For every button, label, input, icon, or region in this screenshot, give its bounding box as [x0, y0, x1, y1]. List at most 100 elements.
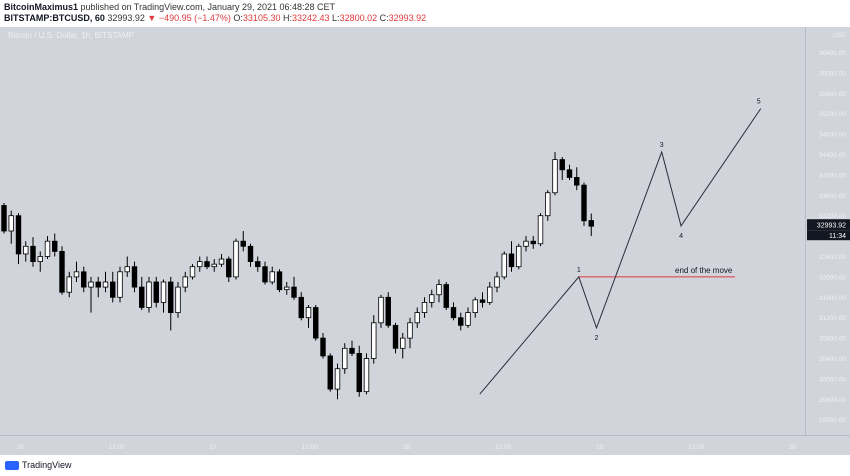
chart-header: BitcoinMaximus1 published on TradingView…	[0, 0, 850, 27]
candle-body	[472, 299, 478, 314]
candle	[247, 243, 254, 267]
price-tick-label: 36400.00	[819, 50, 846, 57]
candle	[211, 259, 217, 272]
candle	[487, 282, 493, 305]
candle-body	[356, 352, 362, 393]
publisher-name[interactable]: BitcoinMaximus1	[4, 2, 79, 12]
price-tick-label: 33600.00	[819, 193, 846, 200]
time-axis-scale[interactable]: 26 12:00 27 12:00 28 12:00 29 12:00 30	[0, 436, 805, 456]
candle	[168, 276, 174, 331]
candle	[407, 317, 413, 349]
candle	[313, 304, 319, 341]
time-axis[interactable]: 26 12:00 27 12:00 28 12:00 29 12:00 30	[0, 435, 850, 456]
price-axis[interactable]: USD 29200.00 29600.00 30000.00 30400.00 30800…	[805, 27, 850, 435]
time-tick-label: 28	[403, 444, 411, 451]
price-tick-label: 32400.00	[819, 254, 846, 261]
candle	[81, 266, 87, 293]
candle	[44, 236, 51, 260]
candle-body	[414, 312, 420, 324]
candle	[552, 151, 558, 196]
open-value: 33105.30	[242, 13, 281, 23]
candle-body	[37, 256, 43, 262]
price-tick-label: 35600.00	[819, 91, 846, 98]
candle	[110, 271, 116, 303]
candle-body	[211, 263, 217, 268]
candle-body	[160, 281, 167, 303]
footer: TradingView	[0, 455, 850, 476]
candle-body	[494, 276, 500, 288]
candle	[559, 157, 565, 180]
candle	[392, 322, 399, 354]
candle	[574, 167, 580, 191]
candle-body	[110, 281, 116, 298]
symbol-label[interactable]: BITSTAMP:BTCUSD, 60	[4, 13, 105, 23]
candle-body	[95, 281, 101, 288]
chart-plot-area[interactable]: end of the move 1 2 3 4 5 Bitcoin / U.S. Doll…	[0, 27, 805, 435]
chart-title: Bitcoin / U.S. Dollar, 1h, BITSTAMP	[8, 31, 135, 40]
candle-body	[574, 177, 580, 186]
candle	[15, 213, 22, 265]
publish-info: BitcoinMaximus1 published on TradingView…	[4, 2, 335, 12]
candle	[37, 251, 43, 272]
candle-body	[204, 261, 210, 268]
candle-body	[247, 245, 254, 263]
candle-body	[334, 368, 341, 390]
candle-body	[276, 271, 283, 291]
candle-body	[378, 296, 384, 324]
candle	[30, 237, 36, 267]
candle-body	[30, 245, 36, 263]
candle	[371, 315, 377, 364]
candle	[334, 363, 341, 400]
candle	[508, 241, 515, 272]
candle-body	[59, 250, 65, 293]
candle-body	[305, 307, 312, 319]
candle	[255, 256, 261, 272]
time-tick-label: 12:00	[495, 444, 512, 451]
candle-body	[44, 240, 51, 257]
candle	[153, 276, 159, 308]
candle-body	[139, 286, 145, 308]
candlestick-chart[interactable]: end of the move 1 2 3 4 5	[0, 27, 805, 435]
candle	[189, 264, 196, 280]
candle	[52, 233, 58, 257]
last-value: 32993.92	[107, 13, 145, 23]
candle-body	[450, 307, 457, 319]
candle	[284, 282, 290, 295]
price-tick-label: 29600.00	[819, 397, 846, 404]
candle-body	[146, 281, 152, 308]
high-label: H:	[282, 13, 292, 23]
candle	[291, 276, 297, 300]
candle	[501, 251, 507, 280]
wave-path	[479, 108, 762, 395]
candle	[320, 333, 326, 359]
candle-body	[588, 220, 594, 227]
tradingview-logo[interactable]: TradingView	[5, 460, 72, 471]
candle	[88, 276, 94, 313]
candle-body	[23, 245, 29, 255]
candle-body	[88, 281, 94, 288]
candle-body	[537, 215, 544, 245]
candle-body	[458, 317, 464, 326]
candle	[385, 292, 391, 328]
candle	[276, 269, 283, 293]
candle	[73, 261, 80, 282]
candle-body	[349, 347, 355, 354]
price-tick-label: 35200.00	[819, 111, 846, 118]
candle-body	[400, 337, 406, 349]
candle	[581, 182, 587, 226]
candle-body	[443, 284, 449, 308]
wave-label-1: 1	[577, 267, 581, 274]
ohlc-legend: BITSTAMP:BTCUSD, 60 32993.92 ▼ −490.95 (…	[4, 13, 426, 23]
candle	[356, 345, 362, 397]
candle	[400, 333, 406, 359]
tradingview-logo-text: TradingView	[22, 460, 72, 470]
price-tick-label: 29200.00	[819, 417, 846, 424]
price-tick-label: 31200.00	[819, 315, 846, 322]
candle-body	[81, 271, 87, 288]
candle	[23, 241, 29, 262]
price-tick-label: 31600.00	[819, 295, 846, 302]
price-axis-scale[interactable]: USD 29200.00 29600.00 30000.00 30400.00 30800…	[806, 27, 850, 435]
time-tick-label: 26	[16, 444, 24, 451]
price-tick-label: 33200.00	[819, 213, 846, 220]
candle	[545, 190, 551, 221]
